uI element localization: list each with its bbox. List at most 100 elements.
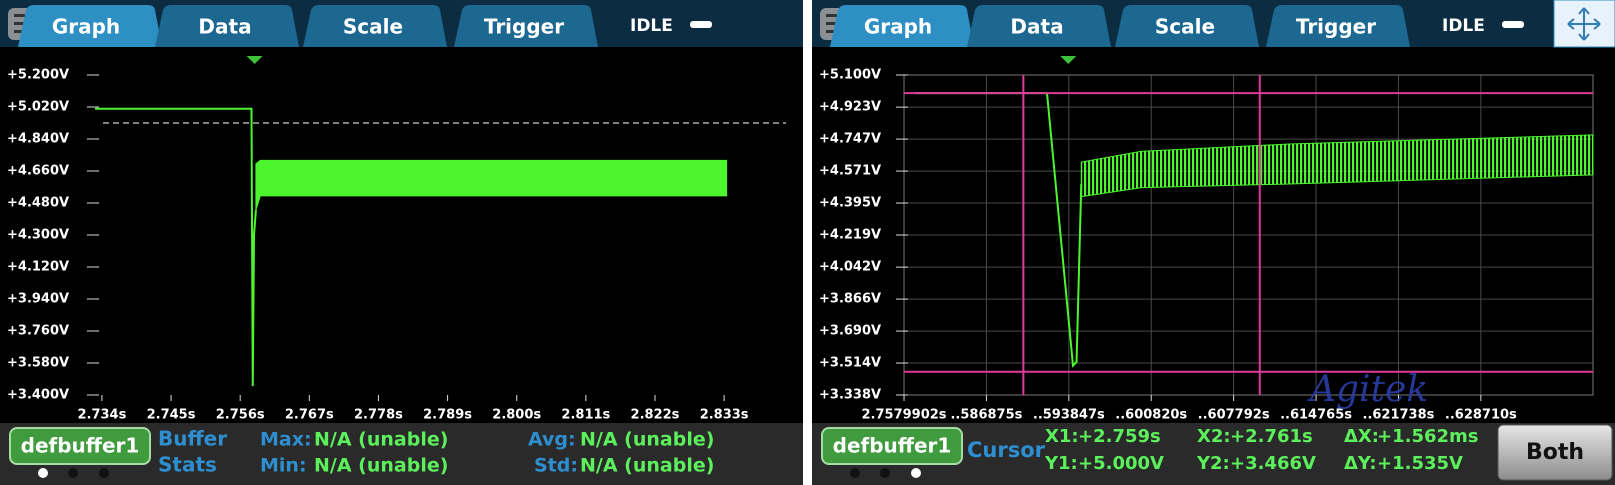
readout-value: +2.759s bbox=[1078, 426, 1161, 447]
panel-title: Stats bbox=[158, 453, 217, 477]
tab[interactable] bbox=[454, 5, 598, 47]
tab[interactable] bbox=[1115, 5, 1259, 47]
tab-label: Trigger bbox=[484, 15, 564, 39]
status-icon bbox=[1502, 21, 1524, 28]
buffer-button[interactable] bbox=[821, 427, 963, 465]
y-tick-label: +3.760V bbox=[7, 324, 69, 339]
zoom-pan-icon bbox=[1567, 7, 1601, 41]
tab[interactable] bbox=[303, 5, 447, 47]
tab[interactable] bbox=[967, 5, 1111, 47]
instrument-screen: Graph Data Scale Trigger IDLE +5.100V +4.923V +… bbox=[812, 0, 1615, 485]
page-dot bbox=[850, 468, 860, 478]
page-dot bbox=[880, 468, 890, 478]
readout-value: +5.000V bbox=[1078, 453, 1164, 474]
tab-label: Graph bbox=[864, 15, 932, 39]
stat-label: Avg: bbox=[528, 429, 576, 451]
y-tick-label: +5.020V bbox=[7, 100, 69, 115]
tab-label: Scale bbox=[343, 15, 403, 39]
status-label: IDLE bbox=[630, 16, 673, 36]
x-tick-label: ..607792s bbox=[1198, 408, 1270, 423]
page-dot bbox=[38, 468, 48, 478]
status-label: IDLE bbox=[1442, 16, 1485, 36]
stat-value: N/A (unable) bbox=[580, 429, 714, 451]
readout-value: +1.562ms bbox=[1377, 426, 1479, 447]
y-tick-label: +4.300V bbox=[7, 228, 69, 243]
x-tick-label: 2.800s bbox=[492, 408, 541, 423]
y-tick-label: +4.923V bbox=[819, 100, 881, 115]
page-dot bbox=[68, 468, 78, 478]
tab-label: Trigger bbox=[1296, 15, 1376, 39]
x-tick-label: 2.822s bbox=[631, 408, 680, 423]
y-tick-label: +4.480V bbox=[7, 196, 69, 211]
stat-label: Max: bbox=[260, 429, 312, 451]
x-tick-label: ..621738s bbox=[1363, 408, 1435, 423]
instrument-screen: Graph Data Scale Trigger IDLE +5.200V +5.020V +… bbox=[0, 0, 803, 485]
y-tick-label: +4.395V bbox=[819, 196, 881, 211]
status-icon bbox=[690, 21, 712, 28]
y-tick-label: +3.338V bbox=[819, 388, 881, 403]
readout-label: X1: bbox=[1045, 426, 1079, 447]
x-tick-label: 2.767s bbox=[285, 408, 334, 423]
y-tick-label: +3.514V bbox=[819, 356, 881, 371]
oscillation-band bbox=[255, 159, 728, 211]
tab[interactable] bbox=[1266, 5, 1410, 47]
readout-label: Y1: bbox=[1044, 453, 1078, 474]
oscillation-band bbox=[1080, 134, 1594, 198]
readout-value: +1.535V bbox=[1377, 453, 1463, 474]
stat-value: N/A (unable) bbox=[314, 455, 448, 477]
tab[interactable] bbox=[18, 5, 162, 47]
stat-value: N/A (unable) bbox=[580, 455, 714, 477]
tab[interactable] bbox=[830, 5, 974, 47]
trigger-marker bbox=[246, 56, 263, 64]
readout-label: X2: bbox=[1197, 426, 1231, 447]
x-tick-label: ..600820s bbox=[1115, 408, 1187, 423]
readout-value: +2.761s bbox=[1230, 426, 1313, 447]
x-tick-label: 2.778s bbox=[354, 408, 403, 423]
readout-label: ΔX: bbox=[1344, 426, 1379, 447]
tab-label: Data bbox=[198, 15, 251, 39]
y-tick-label: +4.571V bbox=[819, 164, 881, 179]
menu-icon-line bbox=[826, 14, 846, 17]
x-tick-label: ..593847s bbox=[1033, 408, 1105, 423]
menu-icon-line bbox=[14, 14, 34, 17]
y-tick-label: +3.690V bbox=[819, 324, 881, 339]
buffer-button[interactable] bbox=[9, 427, 151, 465]
x-tick-label: 2.811s bbox=[561, 408, 610, 423]
page-dot bbox=[911, 468, 921, 478]
readout-value: +3.466V bbox=[1230, 453, 1316, 474]
y-tick-label: +4.120V bbox=[7, 260, 69, 275]
mode-button[interactable] bbox=[1497, 424, 1613, 481]
x-tick-label: 2.7579902s bbox=[862, 408, 947, 423]
buffer-name: defbuffer1 bbox=[833, 434, 952, 458]
readout-label: ΔY: bbox=[1344, 453, 1377, 474]
buffer-name: defbuffer1 bbox=[21, 434, 140, 458]
y-tick-label: +5.200V bbox=[7, 68, 69, 83]
x-tick-label: ..614765s bbox=[1280, 408, 1352, 423]
tab-label: Graph bbox=[52, 15, 120, 39]
panel-title: Cursor bbox=[967, 438, 1046, 462]
tab-label: Scale bbox=[1155, 15, 1215, 39]
readout-label: Y2: bbox=[1196, 453, 1230, 474]
y-tick-label: +4.660V bbox=[7, 164, 69, 179]
y-tick-label: +3.866V bbox=[819, 292, 881, 307]
mode-button-label: Both bbox=[1526, 440, 1584, 465]
tab-label: Data bbox=[1010, 15, 1063, 39]
trace-line bbox=[95, 107, 257, 387]
y-tick-label: +3.940V bbox=[7, 292, 69, 307]
y-tick-label: +4.219V bbox=[819, 228, 881, 243]
x-tick-label: 2.734s bbox=[77, 408, 126, 423]
y-tick-label: +4.747V bbox=[819, 132, 881, 147]
tab[interactable] bbox=[155, 5, 299, 47]
x-tick-label: ..586875s bbox=[950, 408, 1022, 423]
screen-background bbox=[0, 0, 803, 485]
stat-value: N/A (unable) bbox=[314, 429, 448, 451]
x-tick-label: 2.833s bbox=[700, 408, 749, 423]
panel-title: Buffer bbox=[158, 427, 227, 451]
y-tick-label: +3.400V bbox=[7, 388, 69, 403]
y-tick-label: +5.100V bbox=[819, 68, 881, 83]
x-tick-label: 2.745s bbox=[147, 408, 196, 423]
x-tick-label: ..628710s bbox=[1445, 408, 1517, 423]
stat-label: Std: bbox=[534, 455, 578, 477]
trigger-marker bbox=[1060, 56, 1077, 64]
